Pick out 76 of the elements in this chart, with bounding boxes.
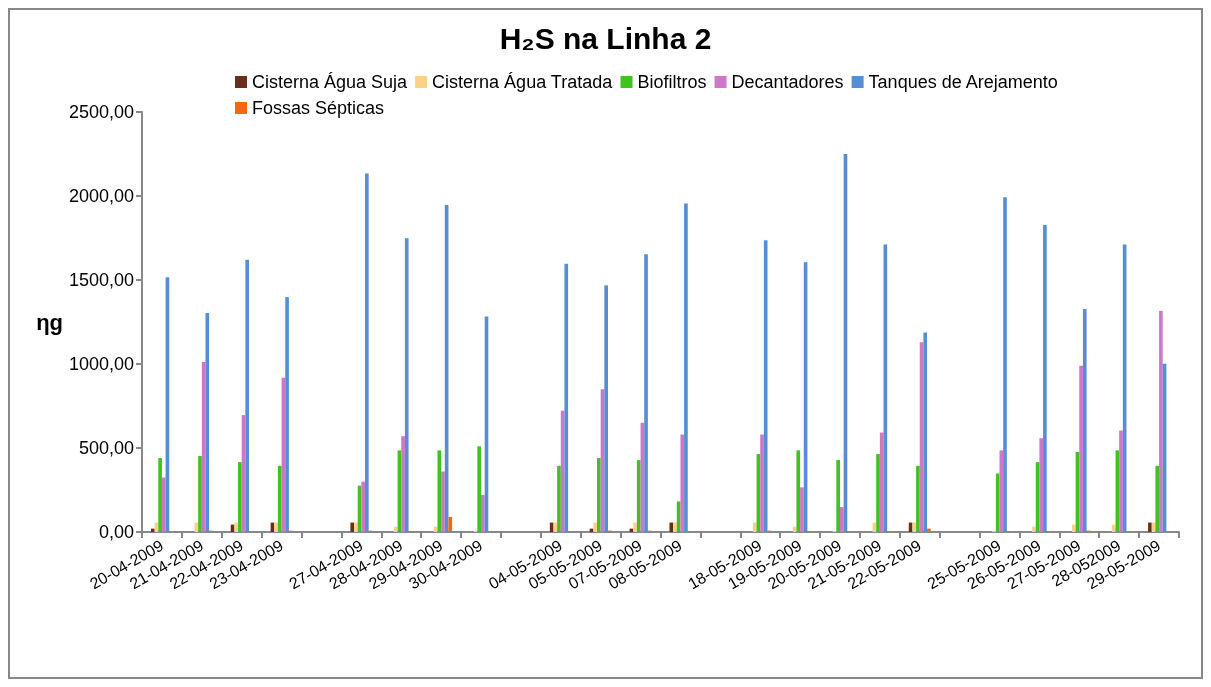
bar	[401, 436, 405, 532]
bar	[1119, 430, 1123, 532]
bar	[927, 528, 931, 532]
bar	[636, 460, 641, 532]
y-tick-label: 2500,00	[68, 102, 134, 122]
bar	[150, 528, 155, 532]
bar	[1082, 308, 1087, 532]
bar	[995, 473, 1000, 532]
bar	[796, 450, 801, 532]
bar	[1079, 365, 1083, 532]
legend-label: Cisterna Água Suja	[252, 72, 409, 92]
bar	[597, 458, 601, 532]
bar	[912, 522, 917, 532]
bar	[365, 173, 369, 532]
bar	[245, 259, 250, 532]
legend-label: Tanques de Arejamento	[868, 72, 1058, 92]
bar	[557, 465, 561, 532]
bar	[350, 522, 355, 532]
bar	[448, 516, 453, 532]
bar	[274, 522, 278, 532]
y-tick-label: 1500,00	[68, 270, 134, 290]
bar	[876, 454, 880, 532]
bar	[1032, 526, 1036, 532]
bar	[680, 434, 685, 532]
bar	[161, 477, 166, 532]
bar	[234, 522, 239, 532]
bar	[839, 507, 844, 532]
bar	[1071, 524, 1076, 532]
legend-label: Fossas Sépticas	[252, 98, 385, 118]
chart-title: H₂S na Linha 2	[499, 21, 712, 55]
bar	[1155, 465, 1160, 532]
bar	[633, 522, 637, 532]
bar	[205, 312, 210, 532]
y-axis-title: ηg	[36, 309, 64, 335]
bar	[553, 522, 558, 532]
bar	[285, 297, 289, 532]
bar	[238, 462, 242, 532]
bar	[1148, 522, 1152, 532]
bar	[277, 465, 282, 532]
legend-label: Decantadores	[731, 72, 844, 92]
bar	[763, 240, 768, 532]
bar	[1043, 224, 1047, 532]
bar	[1003, 197, 1007, 532]
y-tick-label: 1000,00	[68, 354, 134, 374]
bar	[481, 495, 485, 532]
bar	[923, 332, 928, 532]
bar	[800, 487, 804, 532]
bar	[477, 446, 482, 532]
y-tick-label: 0,00	[98, 522, 134, 542]
y-tick-label: 500,00	[78, 438, 134, 458]
bar	[760, 434, 764, 532]
bar	[673, 522, 677, 532]
y-tick-label: 2000,00	[68, 186, 134, 206]
bar	[916, 465, 920, 532]
bar	[441, 471, 445, 532]
bar	[604, 285, 608, 532]
bar	[684, 203, 688, 532]
bar	[1039, 438, 1044, 532]
bar	[354, 522, 358, 532]
bar	[752, 522, 757, 532]
bar	[1111, 524, 1116, 532]
bar	[644, 254, 648, 532]
bar	[1159, 310, 1163, 532]
bar	[564, 263, 569, 532]
legend-label: Cisterna Água Tratada	[432, 72, 614, 92]
bar	[879, 432, 884, 532]
legend-label: Biofiltros	[637, 72, 707, 92]
bar	[836, 460, 840, 532]
bar	[158, 458, 162, 532]
bar	[593, 522, 598, 532]
bar	[669, 522, 674, 532]
bar	[198, 456, 202, 532]
bar	[393, 526, 398, 532]
bar	[437, 450, 442, 532]
bar	[404, 238, 409, 532]
bar	[361, 481, 366, 532]
